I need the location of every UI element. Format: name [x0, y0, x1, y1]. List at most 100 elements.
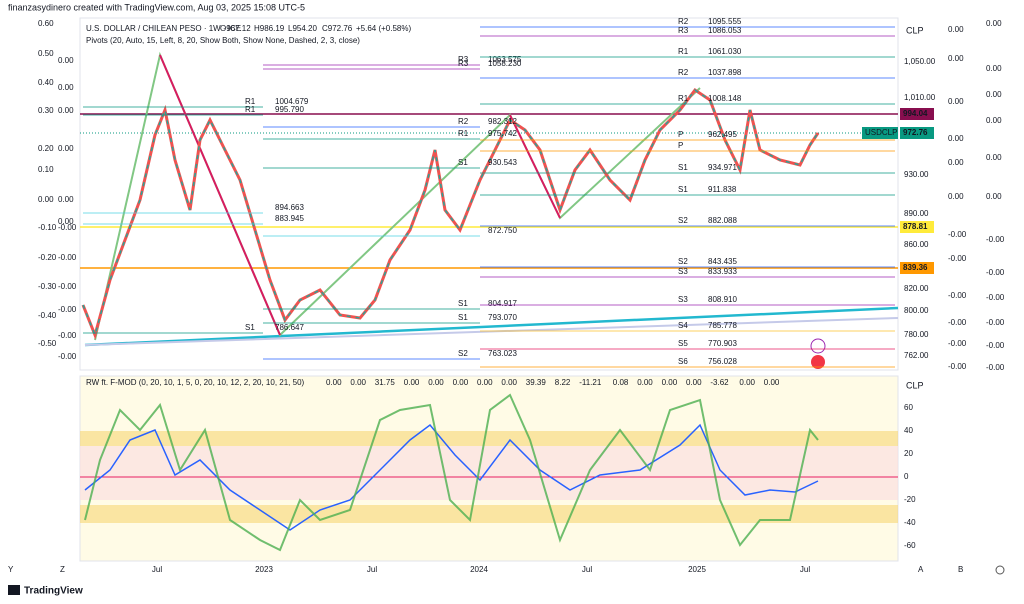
osc-tick: 40: [904, 426, 913, 435]
time-label: 2024: [470, 565, 488, 574]
indicator-title: Pivots (20, Auto, 15, Left, 8, 20, Show …: [86, 36, 360, 45]
price-label: 860.00: [904, 240, 929, 249]
side-axis-label: -0.00: [948, 291, 967, 300]
side-axis-label: 0.00: [58, 195, 74, 204]
pivot-value: 808.910: [708, 295, 737, 304]
side-axis-label: 0.00: [948, 97, 964, 106]
price-label: 780.00: [904, 330, 929, 339]
trend-line: [84, 317, 899, 346]
event-icon[interactable]: [810, 338, 826, 354]
pivot-level: S3: [678, 267, 688, 276]
pivot-value: 1086.053: [708, 26, 742, 35]
osc-tick: 0: [904, 472, 909, 481]
pivot-value: 1061.030: [708, 47, 742, 56]
ohlc: +5.64 (+0.58%): [356, 24, 411, 33]
side-axis-label: 0.00: [948, 192, 964, 201]
side-axis-label: -0.00: [986, 268, 1005, 277]
osc-reading: 0.08: [613, 378, 629, 387]
side-axis-label: 0.20: [38, 144, 54, 153]
pivot-level: S6: [678, 357, 688, 366]
time-label: Jul: [152, 565, 162, 574]
badge-value: 972.76: [903, 128, 928, 137]
symbol-badge: [862, 127, 898, 139]
side-axis-label: -0.00: [58, 253, 77, 262]
side-axis-label: 0.00: [948, 134, 964, 143]
badge-symbol: USDCLP: [865, 128, 897, 137]
pivot-level: R3: [458, 55, 469, 64]
pivot-level: S1: [458, 313, 468, 322]
bottom-btn: Z: [60, 565, 65, 574]
osc-reading: 0.00: [404, 378, 420, 387]
side-axis-label: -0.20: [38, 253, 57, 262]
zigzag: [159, 54, 281, 336]
price-badge: [900, 262, 934, 274]
pivot-value: 1037.898: [708, 68, 742, 77]
side-axis-label: 0.00: [986, 116, 1002, 125]
osc-zone: [80, 431, 898, 446]
osc-reading: 0.00: [326, 378, 342, 387]
side-axis-label: -0.00: [986, 318, 1005, 327]
pivot-value: 982.312: [488, 117, 517, 126]
settings-icon[interactable]: [995, 565, 1005, 575]
footer-brand: TradingView: [24, 586, 83, 597]
pivot-level: S1: [678, 163, 688, 172]
osc-reading: 39.39: [526, 378, 547, 387]
side-axis-label: -0.30: [38, 282, 57, 291]
pivot-value: 1058.230: [488, 59, 522, 68]
pivot-level: R3: [458, 59, 469, 68]
pivot-value: 1063.575: [488, 55, 522, 64]
pivot-level: S1: [458, 299, 468, 308]
time-label: Jul: [800, 565, 810, 574]
pivot-value: 786.647: [275, 323, 304, 332]
price-path: [81, 87, 820, 340]
price-label: 820.00: [904, 284, 929, 293]
price-label: 1,050.00: [904, 57, 936, 66]
side-axis-label: 0.10: [38, 165, 54, 174]
osc-zone: [80, 505, 898, 523]
bottom-btn: A: [918, 565, 924, 574]
osc-tick: -20: [904, 495, 916, 504]
ohlc: L954.20: [288, 24, 317, 33]
pivot-level: R2: [678, 17, 689, 26]
osc-reading: 0.00: [637, 378, 653, 387]
side-axis-label: 0.00: [58, 144, 74, 153]
pivot-level: S1: [678, 185, 688, 194]
pivot-value: 1008.148: [708, 94, 742, 103]
osc-reading: 0.00: [662, 378, 678, 387]
currency: CLP: [906, 25, 924, 35]
osc-title: RW ft. F-MOD (0, 20, 10, 1, 5, 0, 20, 10…: [86, 378, 305, 387]
side-axis-label: -0.00: [986, 341, 1005, 350]
pivot-value: 930.543: [488, 158, 517, 167]
side-axis-label: -0.00: [986, 235, 1005, 244]
pivot-value: 934.971: [708, 163, 737, 172]
side-axis-label: 0.00: [986, 192, 1002, 201]
bottom-btn: Y: [8, 565, 14, 574]
zigzag: [509, 114, 561, 219]
badge-value: 839.36: [903, 263, 928, 272]
side-axis-label: -0.00: [58, 305, 77, 314]
price-label: 890.00: [904, 209, 929, 218]
pivot-value: 975.742: [488, 129, 517, 138]
osc-tick: -40: [904, 518, 916, 527]
side-axis-label: 0.00: [58, 83, 74, 92]
osc-tick: 60: [904, 403, 913, 412]
side-axis-label: -0.00: [986, 293, 1005, 302]
osc-reading: 0.00: [501, 378, 517, 387]
pivot-level: R1: [458, 129, 469, 138]
price-badge: [900, 221, 934, 233]
side-axis-label: 0.00: [58, 106, 74, 115]
osc-reading: 0.00: [764, 378, 780, 387]
side-axis-label: 0.30: [38, 106, 54, 115]
event-icon[interactable]: [811, 355, 825, 369]
pivot-level: P: [678, 141, 683, 150]
time-label: Jul: [367, 565, 377, 574]
side-axis-label: 0.00: [58, 56, 74, 65]
side-axis-label: -0.00: [948, 339, 967, 348]
time-label: Jul: [582, 565, 592, 574]
pivot-level: R1: [678, 47, 689, 56]
pivot-value: 995.790: [275, 105, 304, 114]
pivot-level: S5: [678, 339, 688, 348]
price-label: 762.00: [904, 351, 929, 360]
pivot-level: S4: [678, 321, 688, 330]
pivot-value: 756.028: [708, 357, 737, 366]
